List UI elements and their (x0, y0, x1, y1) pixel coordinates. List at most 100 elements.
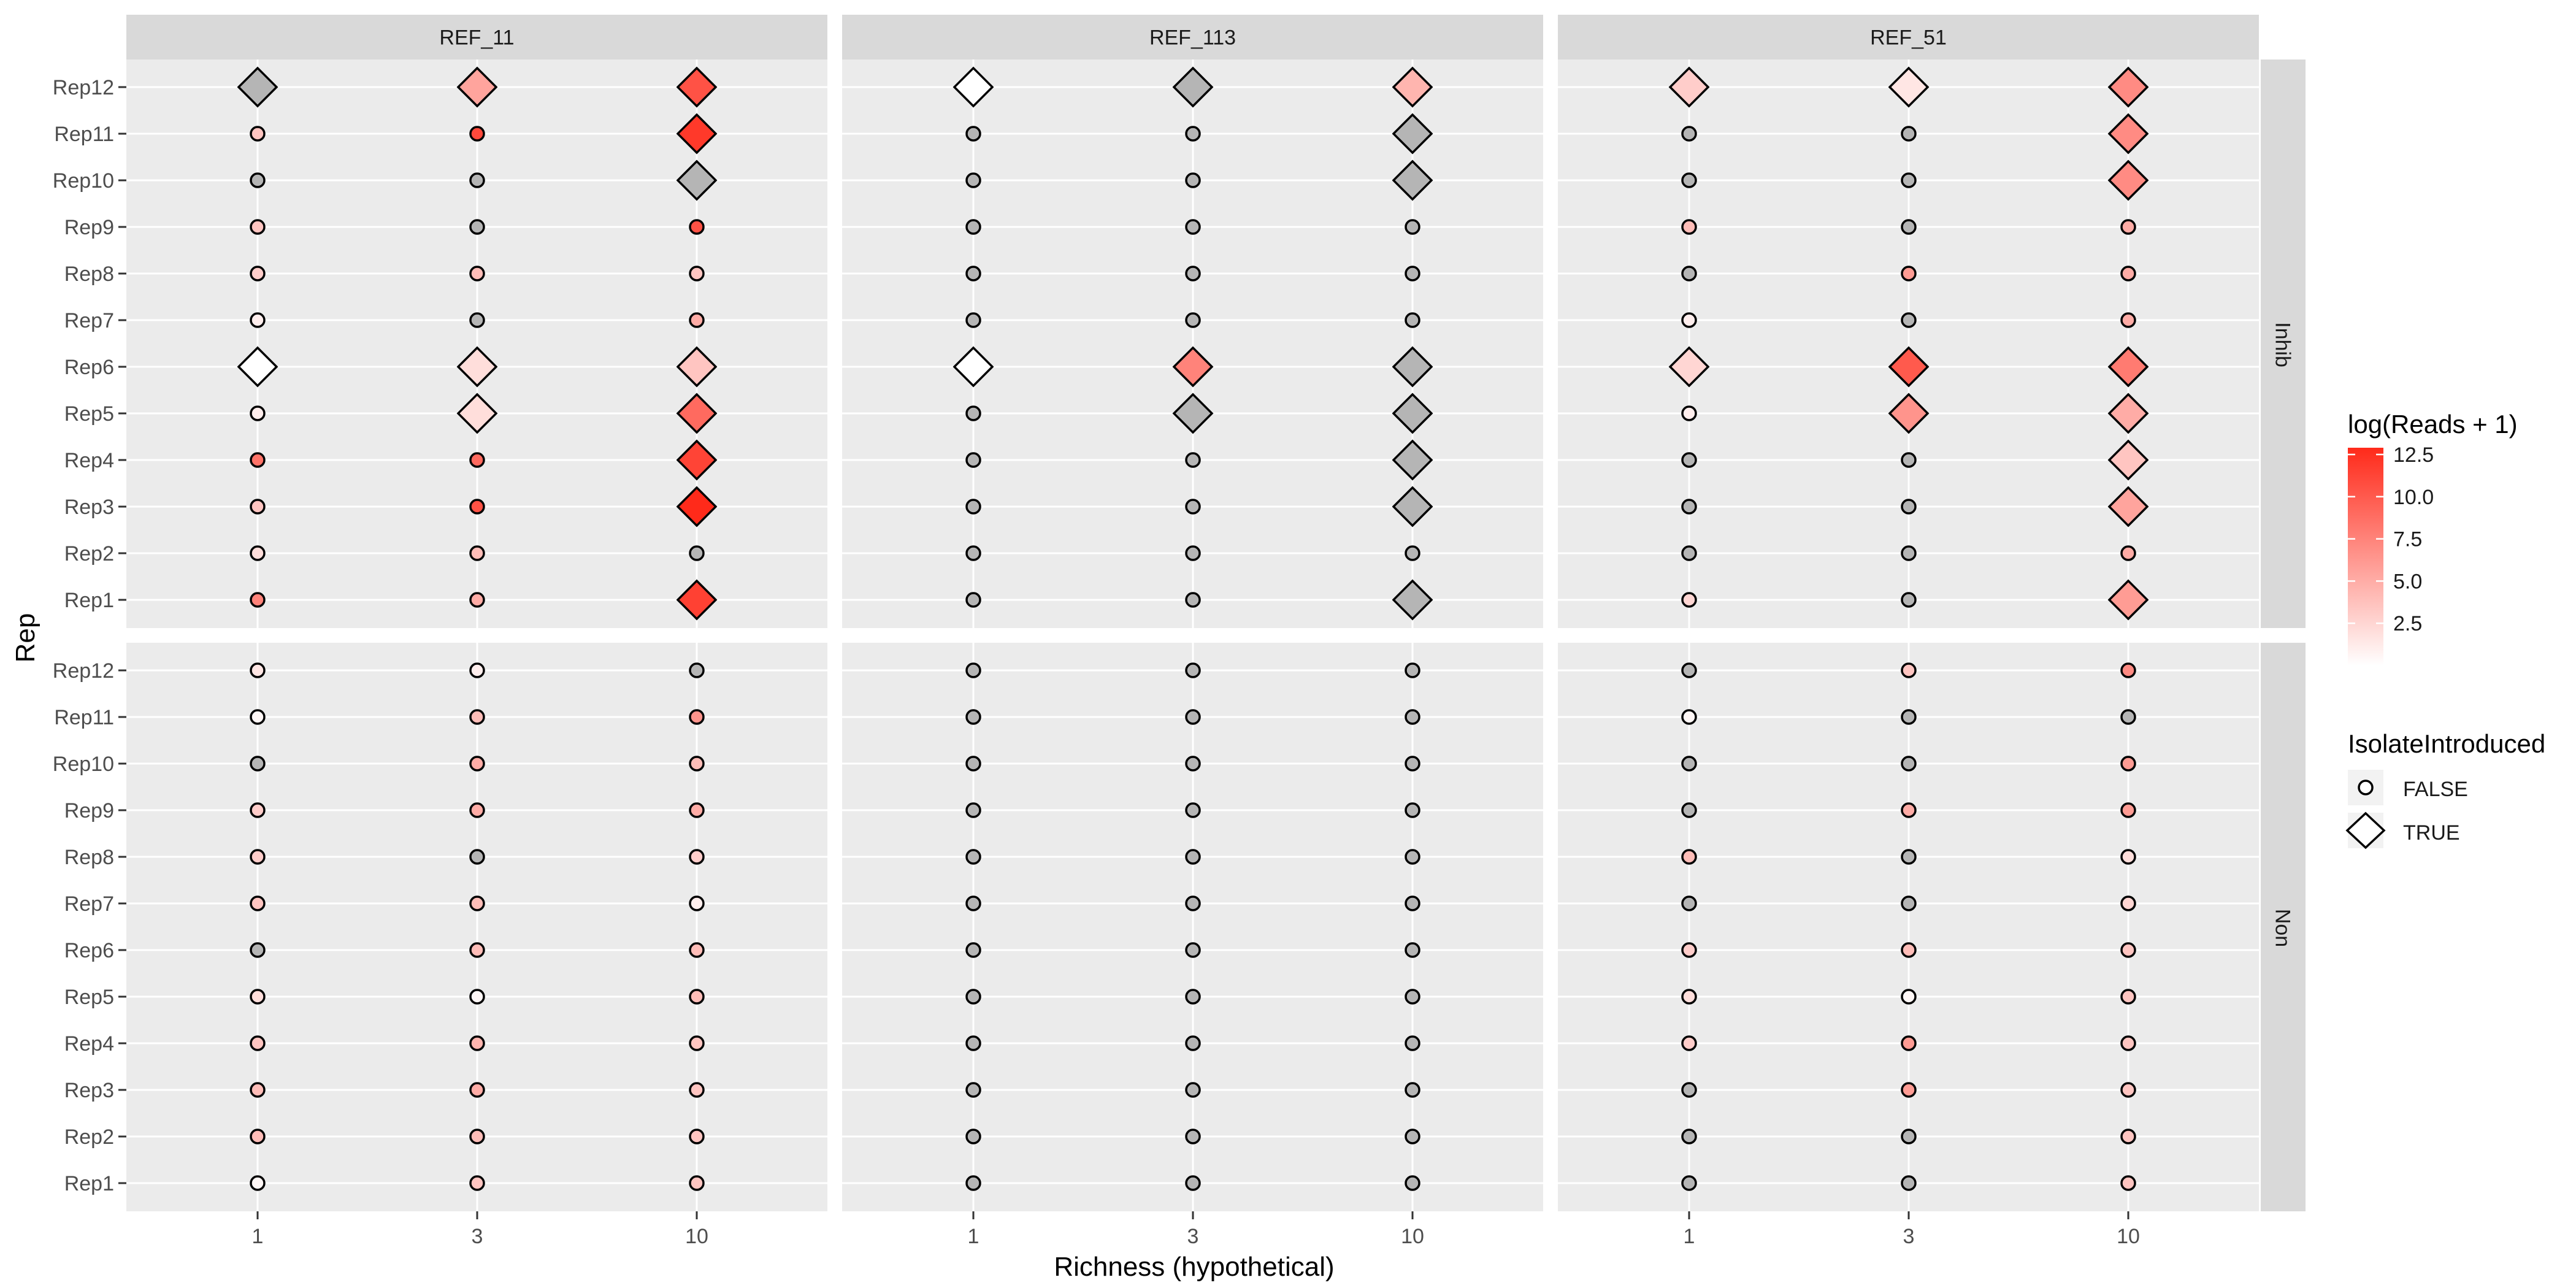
y-tick-label: Rep11 (54, 123, 114, 146)
data-point-circle-REF_11-Non-Rep12-x3 (469, 662, 485, 678)
x-tick-label: 10 (685, 1225, 708, 1248)
y-tick-label: Rep3 (64, 496, 114, 519)
data-point-circle-REF_11-Non-Rep3-x1 (250, 1082, 266, 1098)
data-point-circle-REF_11-Non-Rep12-x1 (250, 662, 266, 678)
data-point-diamond-REF_113-Inhib-Rep6-x10 (1392, 346, 1433, 388)
data-point-circle-REF_11-Inhib-Rep9-x10 (689, 219, 705, 235)
data-point-circle-REF_11-Non-Rep2-x3 (469, 1129, 485, 1144)
data-point-circle-REF_51-Inhib-Rep7-x3 (1901, 312, 1917, 328)
data-point-circle-REF_113-Non-Rep7-x10 (1405, 895, 1420, 911)
y-tick-label: Rep7 (64, 892, 114, 916)
x-tick-label: 1 (1684, 1225, 1695, 1248)
x-axis-title: Richness (hypothetical) (1054, 1252, 1334, 1282)
data-point-circle-REF_11-Non-Rep10-x3 (469, 756, 485, 772)
data-point-circle-REF_51-Non-Rep7-x1 (1681, 895, 1697, 911)
y-axis-title: Rep (10, 613, 40, 663)
data-point-diamond-REF_113-Inhib-Rep12-x1 (953, 66, 994, 108)
data-point-circle-REF_11-Inhib-Rep1-x1 (250, 592, 266, 608)
data-point-circle-REF_11-Inhib-Rep9-x3 (469, 219, 485, 235)
y-tick-label: Rep7 (64, 309, 114, 332)
data-point-circle-REF_113-Inhib-Rep1-x1 (965, 592, 981, 608)
data-point-diamond-REF_51-Inhib-Rep3-x10 (2107, 486, 2149, 527)
data-point-circle-REF_11-Non-Rep1-x1 (250, 1175, 266, 1191)
data-point-circle-REF_11-Inhib-Rep4-x1 (250, 452, 266, 468)
data-point-diamond-REF_113-Inhib-Rep5-x10 (1392, 393, 1433, 434)
x-tick-label: 3 (1187, 1225, 1199, 1248)
y-tick-label: Rep12 (53, 659, 114, 683)
data-point-circle-REF_11-Inhib-Rep8-x1 (250, 266, 266, 282)
data-point-circle-REF_51-Inhib-Rep10-x1 (1681, 172, 1697, 188)
data-point-circle-REF_113-Non-Rep11-x10 (1405, 709, 1420, 725)
data-point-circle-REF_113-Inhib-Rep3-x1 (965, 499, 981, 515)
data-point-circle-REF_51-Non-Rep2-x10 (2120, 1129, 2136, 1144)
data-point-circle-REF_113-Non-Rep1-x10 (1405, 1175, 1420, 1191)
data-point-circle-REF_11-Non-Rep4-x3 (469, 1035, 485, 1051)
data-point-circle-REF_113-Inhib-Rep2-x10 (1405, 545, 1420, 561)
data-point-circle-REF_11-Non-Rep9-x1 (250, 802, 266, 818)
data-point-circle-REF_51-Non-Rep4-x1 (1681, 1035, 1697, 1051)
data-point-circle-REF_113-Inhib-Rep7-x3 (1185, 312, 1201, 328)
data-point-circle-REF_11-Inhib-Rep3-x1 (250, 499, 266, 515)
data-point-circle-REF_51-Inhib-Rep2-x3 (1901, 545, 1917, 561)
data-point-circle-REF_51-Non-Rep9-x3 (1901, 802, 1917, 818)
data-point-circle-REF_11-Inhib-Rep7-x10 (689, 312, 705, 328)
data-point-circle-REF_113-Inhib-Rep8-x10 (1405, 266, 1420, 282)
data-point-diamond-REF_11-Inhib-Rep1-x10 (676, 579, 718, 621)
data-point-diamond-REF_11-Inhib-Rep3-x10 (676, 486, 718, 527)
data-point-circle-REF_11-Inhib-Rep8-x3 (469, 266, 485, 282)
data-point-circle-REF_113-Non-Rep8-x10 (1405, 849, 1420, 865)
data-point-circle-REF_113-Inhib-Rep2-x3 (1185, 545, 1201, 561)
data-point-diamond-REF_11-Inhib-Rep6-x1 (237, 346, 278, 388)
data-point-circle-REF_113-Inhib-Rep11-x3 (1185, 126, 1201, 142)
data-point-circle-REF_113-Non-Rep12-x3 (1185, 662, 1201, 678)
data-point-circle-REF_11-Non-Rep10-x10 (689, 756, 705, 772)
data-point-circle-REF_113-Non-Rep11-x3 (1185, 709, 1201, 725)
data-point-circle-REF_51-Non-Rep8-x10 (2120, 849, 2136, 865)
data-point-circle-REF_113-Inhib-Rep3-x3 (1185, 499, 1201, 515)
data-point-circle-REF_113-Non-Rep2-x10 (1405, 1129, 1420, 1144)
data-point-diamond-REF_51-Inhib-Rep1-x10 (2107, 579, 2149, 621)
data-point-circle-REF_51-Inhib-Rep3-x3 (1901, 499, 1917, 515)
shape-legend-title: IsolateIntroduced (2348, 729, 2545, 758)
color-legend-title: log(Reads + 1) (2348, 410, 2518, 439)
data-point-circle-REF_113-Inhib-Rep9-x10 (1405, 219, 1420, 235)
data-point-circle-REF_113-Inhib-Rep4-x3 (1185, 452, 1201, 468)
data-point-circle-REF_11-Non-Rep1-x10 (689, 1175, 705, 1191)
y-tick-label: Rep1 (64, 1172, 114, 1195)
data-point-circle-REF_11-Inhib-Rep2-x10 (689, 545, 705, 561)
data-point-circle-REF_113-Non-Rep5-x3 (1185, 989, 1201, 1005)
data-point-circle-REF_11-Non-Rep5-x1 (250, 989, 266, 1005)
data-point-circle-REF_51-Non-Rep10-x10 (2120, 756, 2136, 772)
data-point-circle-REF_51-Non-Rep2-x1 (1681, 1129, 1697, 1144)
y-tick-label: Rep1 (64, 589, 114, 612)
data-point-circle-REF_51-Inhib-Rep9-x3 (1901, 219, 1917, 235)
data-point-circle-REF_11-Non-Rep4-x10 (689, 1035, 705, 1051)
data-point-circle-REF_51-Non-Rep10-x3 (1901, 756, 1917, 772)
data-point-circle-REF_113-Non-Rep10-x1 (965, 756, 981, 772)
shape-legend-diamond-icon (2345, 811, 2386, 849)
data-point-circle-REF_11-Inhib-Rep9-x1 (250, 219, 266, 235)
data-point-circle-REF_51-Non-Rep2-x3 (1901, 1129, 1917, 1144)
data-point-circle-REF_113-Non-Rep7-x1 (965, 895, 981, 911)
y-tick-label: Rep9 (64, 216, 114, 239)
data-point-circle-REF_51-Inhib-Rep1-x3 (1901, 592, 1917, 608)
data-point-diamond-REF_51-Inhib-Rep11-x10 (2107, 113, 2149, 155)
data-point-circle-REF_51-Inhib-Rep4-x1 (1681, 452, 1697, 468)
data-point-diamond-REF_51-Inhib-Rep6-x10 (2107, 346, 2149, 388)
y-tick-label: Rep2 (64, 1125, 114, 1149)
data-point-circle-REF_11-Inhib-Rep10-x3 (469, 172, 485, 188)
data-point-circle-REF_11-Inhib-Rep11-x3 (469, 126, 485, 142)
data-point-circle-REF_11-Non-Rep5-x10 (689, 989, 705, 1005)
data-point-circle-REF_11-Inhib-Rep10-x1 (250, 172, 266, 188)
data-point-circle-REF_51-Inhib-Rep7-x10 (2120, 312, 2136, 328)
marks-layer (237, 66, 2149, 1191)
data-point-circle-REF_113-Non-Rep7-x3 (1185, 895, 1201, 911)
data-point-diamond-REF_11-Inhib-Rep5-x10 (676, 393, 718, 434)
data-point-circle-REF_51-Non-Rep8-x1 (1681, 849, 1697, 865)
data-point-circle-REF_11-Inhib-Rep1-x3 (469, 592, 485, 608)
data-point-circle-REF_11-Non-Rep9-x3 (469, 802, 485, 818)
data-point-circle-REF_113-Inhib-Rep2-x1 (965, 545, 981, 561)
data-point-circle-REF_51-Non-Rep6-x1 (1681, 942, 1697, 958)
data-point-circle-REF_51-Non-Rep9-x10 (2120, 802, 2136, 818)
data-point-diamond-REF_11-Inhib-Rep12-x1 (237, 66, 278, 108)
